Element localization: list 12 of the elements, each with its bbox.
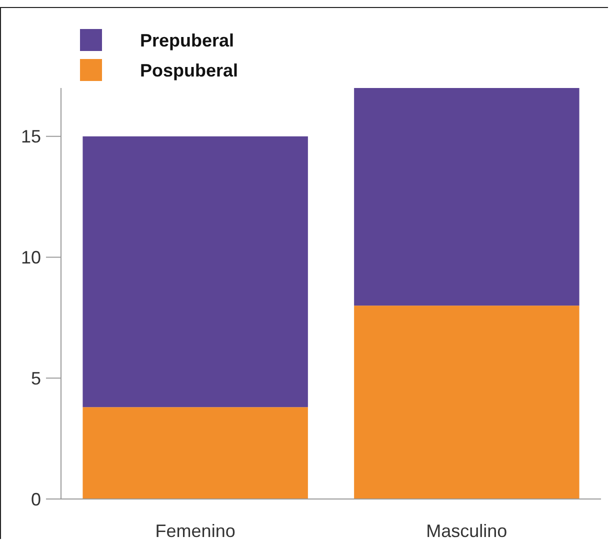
x-tick-label: Masculino — [426, 521, 508, 540]
y-tick-label: 15 — [20, 126, 41, 147]
x-tick-label: Femenino — [155, 521, 236, 540]
legend-label: Pospuberal — [140, 60, 238, 80]
bar — [354, 306, 580, 499]
y-tick-label: 5 — [30, 368, 41, 388]
legend-label: Prepuberal — [140, 30, 234, 50]
y-tick-label: 10 — [20, 248, 41, 268]
bar — [82, 407, 308, 499]
bar — [82, 136, 308, 408]
y-tick-label: 0 — [30, 489, 41, 510]
bar — [354, 88, 580, 306]
